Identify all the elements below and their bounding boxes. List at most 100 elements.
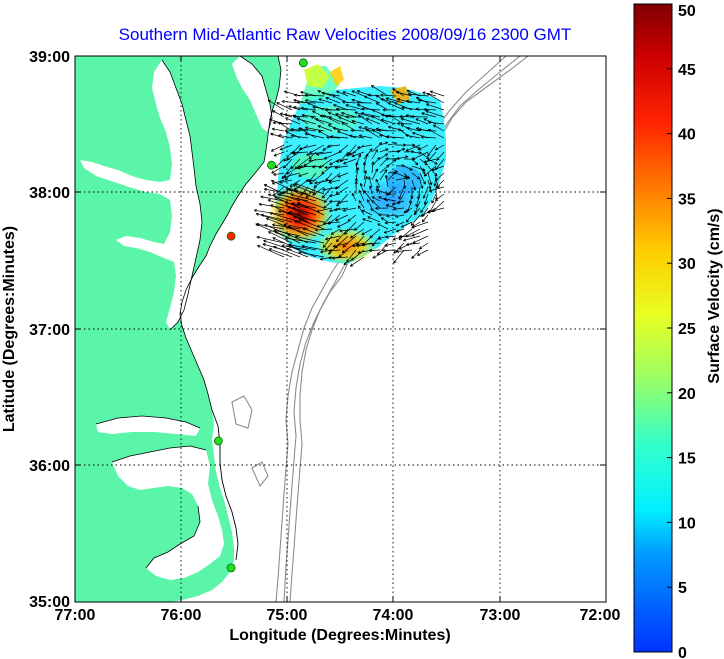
velocity-arrow xyxy=(264,224,293,237)
velocity-arrow xyxy=(328,179,341,184)
velocity-arrow xyxy=(273,245,301,258)
velocity-arrow xyxy=(383,197,397,202)
velocity-arrow xyxy=(384,175,389,188)
velocity-arrow xyxy=(368,176,373,188)
velocity-arrow xyxy=(276,102,293,111)
velocity-arrow xyxy=(427,172,433,186)
velocity-arrow xyxy=(400,117,421,125)
velocity-arrow xyxy=(421,112,437,118)
velocity-arrow xyxy=(270,132,285,139)
velocity-arrow xyxy=(385,235,397,239)
velocity-arrow xyxy=(335,214,349,222)
velocity-arrow xyxy=(304,99,325,104)
velocity-arrow xyxy=(342,100,357,104)
velocity-arrow xyxy=(328,193,341,198)
velocity-arrow xyxy=(350,128,365,133)
velocity-arrow xyxy=(318,98,333,104)
velocity-arrow xyxy=(403,165,413,171)
velocity-arrow xyxy=(335,107,357,111)
velocity-arrow xyxy=(369,248,381,253)
velocity-arrow xyxy=(411,221,429,229)
x-tick-label: 74:00 xyxy=(373,607,414,624)
velocity-arrow xyxy=(317,125,333,132)
velocity-arrow xyxy=(291,207,317,216)
velocity-arrow xyxy=(418,128,437,132)
velocity-arrow xyxy=(310,115,325,125)
velocity-arrow xyxy=(427,144,437,157)
velocity-arrow xyxy=(296,100,317,104)
velocity-arrow xyxy=(298,144,317,151)
velocity-arrow xyxy=(345,103,365,111)
velocity-arrow xyxy=(342,207,357,212)
velocity-arrow xyxy=(290,151,309,155)
grid-lines xyxy=(75,56,606,602)
velocity-arrow xyxy=(273,172,285,176)
velocity-arrow xyxy=(341,111,357,118)
velocity-arrow xyxy=(379,164,390,174)
velocity-arrow xyxy=(387,158,397,167)
tick-marks xyxy=(75,56,606,602)
velocity-arrow xyxy=(350,228,365,239)
velocity-arrow xyxy=(362,161,367,174)
velocity-arrow xyxy=(383,228,397,234)
velocity-arrow xyxy=(270,144,285,152)
velocity-arrow xyxy=(393,249,405,264)
colorbar-tick-label: 15 xyxy=(678,451,696,468)
velocity-arrow xyxy=(328,242,341,255)
velocity-arrow xyxy=(351,119,365,125)
velocity-arrow xyxy=(370,208,381,216)
velocity-arrow xyxy=(375,206,389,210)
velocity-arrow xyxy=(323,151,341,160)
velocity-arrow xyxy=(339,228,357,233)
velocity-arrow xyxy=(341,122,357,132)
velocity-arrow xyxy=(396,228,405,233)
velocity-arrow xyxy=(411,228,429,237)
velocity-arrow xyxy=(420,200,429,213)
velocity-arrow xyxy=(427,120,445,125)
velocity-arrow xyxy=(298,218,325,230)
velocity-arrow xyxy=(253,208,285,216)
velocity-arrow xyxy=(363,148,373,160)
velocity-arrow xyxy=(411,179,417,191)
velocity-arrow xyxy=(286,248,309,258)
velocity-arrow xyxy=(431,165,445,172)
velocity-arrow xyxy=(288,245,317,258)
velocity-arrow xyxy=(413,207,421,216)
x-tick-label: 72:00 xyxy=(580,607,621,624)
colorbar-tick-label: 30 xyxy=(678,256,696,273)
colorbar-tick-label: 50 xyxy=(678,3,696,20)
velocity-arrow xyxy=(431,193,437,204)
velocity-arrow xyxy=(363,95,381,104)
velocity-arrow xyxy=(420,135,437,139)
velocity-arrow xyxy=(284,201,309,209)
velocity-arrow xyxy=(411,158,419,166)
velocity-arrow xyxy=(319,114,333,118)
velocity-arrow xyxy=(375,178,381,188)
colorbar-tick-label: 35 xyxy=(678,191,696,208)
velocity-arrow xyxy=(365,117,381,125)
velocity-arrow xyxy=(423,165,437,177)
velocity-arrow xyxy=(375,102,389,111)
velocity-arrow xyxy=(396,97,413,104)
velocity-arrow xyxy=(358,200,365,209)
velocity-arrow xyxy=(403,207,413,214)
x-tick-label: 77:00 xyxy=(55,607,96,624)
velocity-arrow xyxy=(397,128,413,139)
velocity-arrow xyxy=(322,114,341,125)
velocity-arrow xyxy=(385,204,397,209)
velocity-arrow xyxy=(380,118,397,125)
velocity-arrow xyxy=(335,158,349,163)
velocity-arrow xyxy=(418,242,429,250)
velocity-arrow xyxy=(293,215,325,223)
velocity-arrow xyxy=(415,97,429,104)
velocity-arrow xyxy=(322,186,341,192)
velocity-arrow xyxy=(387,171,397,181)
velocity-arrow xyxy=(416,249,429,256)
velocity-arrow xyxy=(328,248,341,253)
velocity-arrow xyxy=(351,192,357,202)
velocity-arrow xyxy=(316,151,333,156)
velocity-arrow xyxy=(380,217,389,223)
velocity-arrow xyxy=(395,90,413,97)
chart-title: Southern Mid-Atlantic Raw Velocities 200… xyxy=(119,25,572,44)
